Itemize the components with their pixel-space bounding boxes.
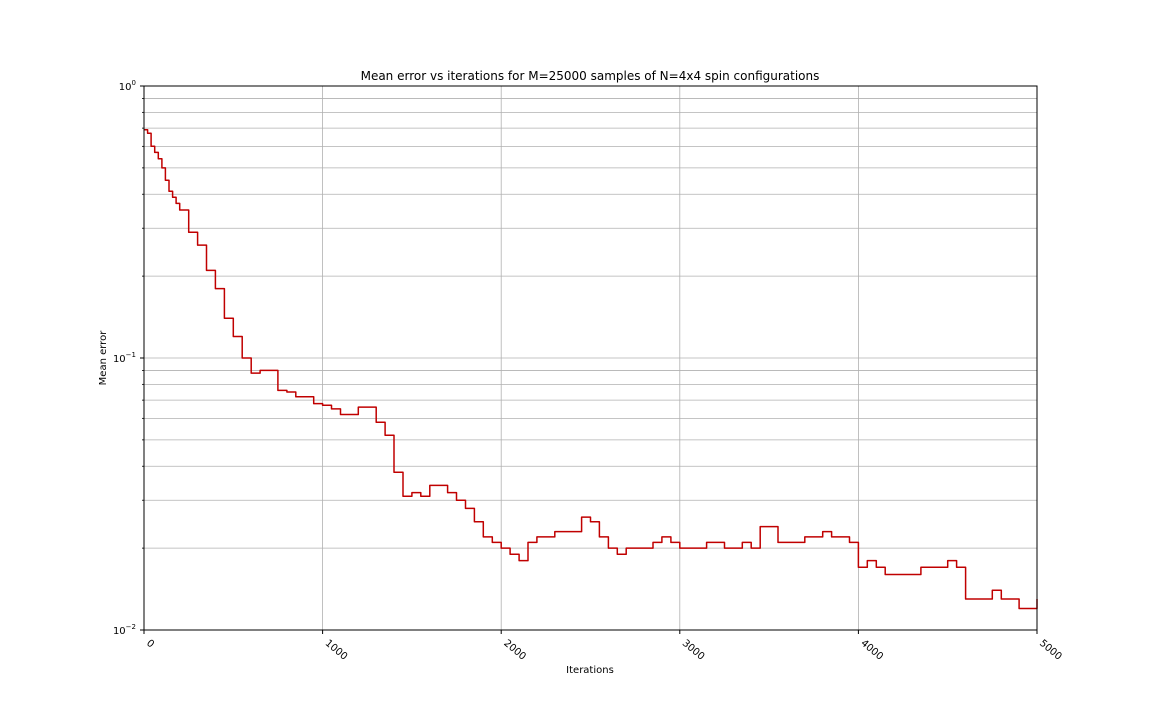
x-tick-label: 1000	[323, 638, 350, 663]
y-tick-label: 100	[119, 79, 136, 93]
x-tick-label: 3000	[680, 638, 707, 663]
x-axis: 0 1000 2000 3000 4000 5000	[143, 630, 1064, 663]
series-line	[144, 129, 1038, 610]
x-tick-label: 4000	[858, 638, 885, 663]
y-axis-label: Mean error	[98, 330, 109, 386]
x-tick-label: 5000	[1037, 638, 1064, 663]
chart-title: Mean error vs iterations for M=25000 sam…	[361, 69, 820, 83]
series-layer	[144, 129, 1038, 610]
y-tick-label: 10−1	[113, 351, 136, 365]
y-tick-label: 10−2	[113, 623, 136, 637]
x-axis-label: Iterations	[566, 665, 614, 676]
y-axis: 10−2 10−1 100	[113, 79, 144, 637]
x-tick-label: 0	[144, 638, 156, 651]
x-tick-label: 2000	[501, 638, 528, 663]
grid	[144, 86, 1037, 630]
